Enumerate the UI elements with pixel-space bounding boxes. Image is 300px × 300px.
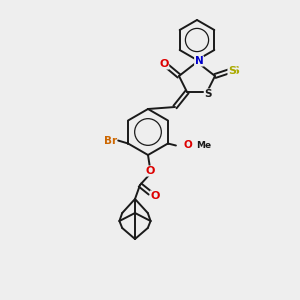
Text: S: S (228, 66, 236, 76)
Text: N: N (195, 56, 203, 66)
Text: O: O (184, 140, 192, 151)
Text: S: S (204, 89, 212, 99)
Text: O: O (150, 191, 160, 201)
Text: Me: Me (196, 141, 211, 150)
Text: O: O (145, 166, 155, 176)
Text: O: O (159, 59, 169, 69)
Text: S: S (231, 66, 239, 76)
Text: Br: Br (103, 136, 117, 146)
